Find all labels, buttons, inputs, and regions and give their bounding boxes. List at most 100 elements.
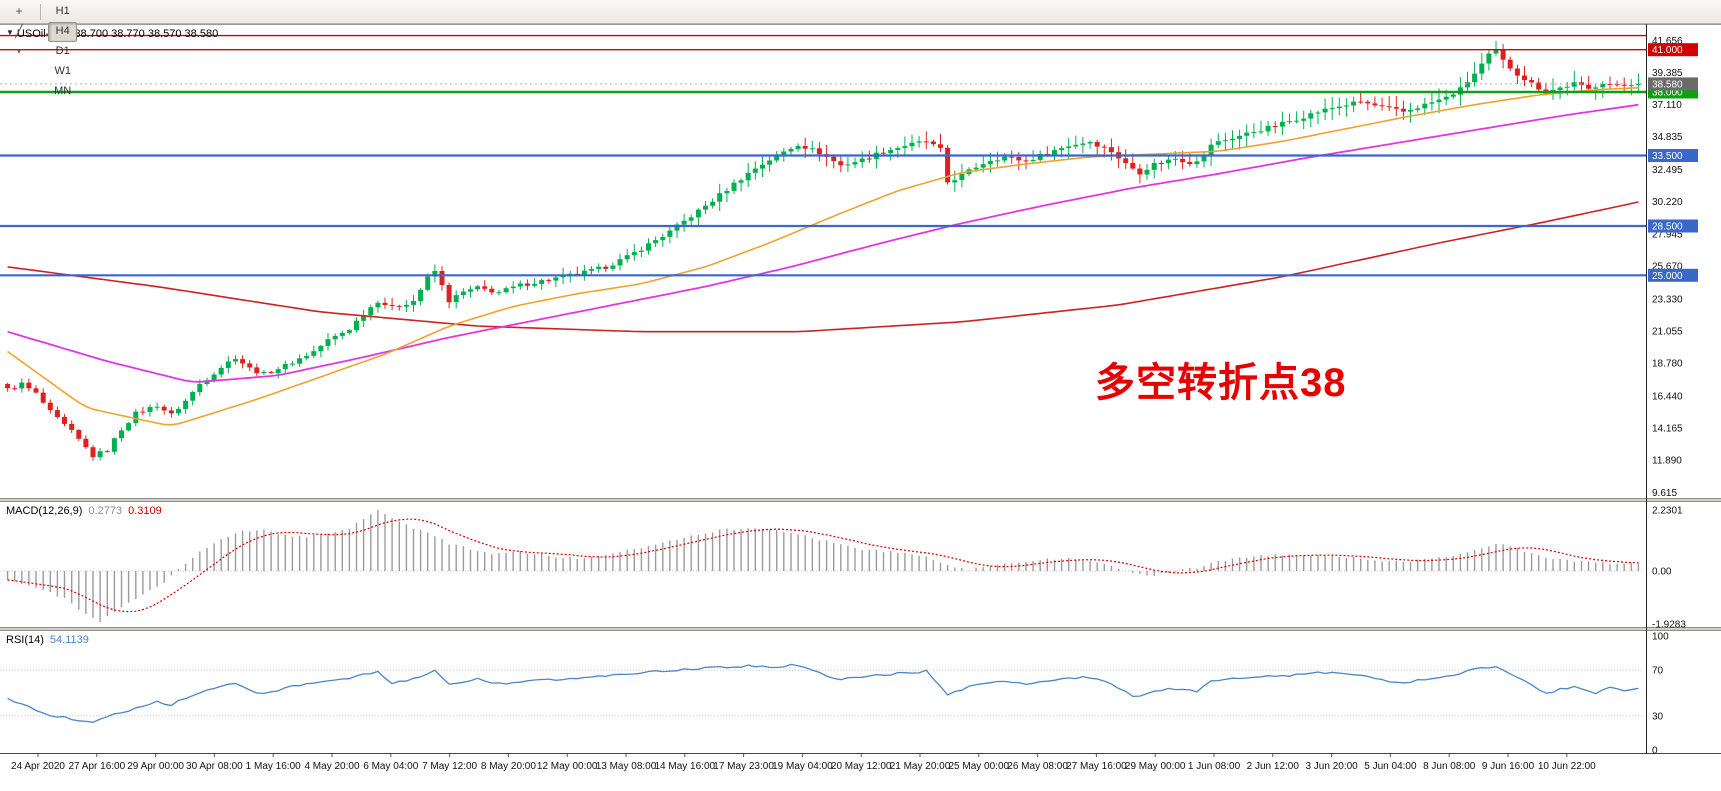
timeframe-button-d1[interactable]: D1 [55,44,70,57]
candle-body [1586,84,1592,89]
candle-body [952,180,958,183]
horizontal-line-objects[interactable] [0,34,1646,277]
time-axis[interactable]: 24 Apr 2020 27 Apr 16:00 29 Apr 00:00 30 Ap… [11,754,1596,772]
candle-body [1379,105,1385,107]
price-axis[interactable]: 41.656 39.385 37.110 34.835 32.495 30.220 27.9… [1648,36,1698,757]
candle-body [945,147,951,183]
time-axis-label: 1 Jun 08:00 [1188,761,1241,772]
candle-body [1507,59,1513,69]
candle-body [26,382,32,389]
candle-body [411,301,416,305]
price-axis-label: 41.656 [1652,36,1683,47]
candle-body [781,151,787,155]
hline-price-box-label: 33.500 [1652,151,1683,162]
candle-body [19,382,25,389]
time-axis-label: 7 May 12:00 [422,761,477,772]
candle-body [289,363,295,365]
candle-body [218,367,224,375]
candle-body [396,305,402,307]
price-axis-label: 37.110 [1652,100,1682,111]
candle-body [731,182,737,191]
candle-body [69,423,75,430]
candle-body [104,451,110,453]
chart-title: ▼ USOil-,H4 38.700 38.770 38.570 38.580 [6,28,218,40]
candle-body [12,388,18,390]
candle-body [254,367,260,374]
candle-body [1237,135,1243,139]
price-axis-label: 18.780 [1652,359,1683,370]
rsi-axis-label: 0 [1652,746,1658,757]
macd-axis-label: -1.9283 [1652,619,1686,630]
candle-body [1023,160,1029,162]
candle-body [695,209,701,218]
candle-body [1436,99,1442,103]
candle-body [795,146,801,149]
rsi-axis-label: 30 [1652,711,1664,722]
candle-body [1408,109,1413,112]
timeframe-button-mn[interactable]: MN [54,84,72,97]
candle-body [1429,102,1435,104]
candle-body [859,158,865,163]
chart-annotation-text[interactable]: 多空转折点38 [1095,361,1347,405]
candle-body [909,142,915,147]
candle-body [503,288,509,293]
candle-body [1094,142,1100,147]
candle-body [311,351,317,356]
price-axis-label: 25.670 [1652,261,1683,272]
timeframe-button-h1[interactable]: H1 [55,4,70,17]
candle-body [809,148,815,150]
candle-body [211,374,217,381]
candle-body [1329,108,1335,110]
candle-body [1614,84,1620,86]
time-axis-label: 1 May 16:00 [246,761,301,772]
macd-axis-label: 0.00 [1652,567,1672,578]
candle-body [631,252,637,256]
candle-body [752,168,758,173]
candle-body [403,304,409,307]
candle-body [1571,82,1577,87]
collapse-triangle-icon[interactable]: ▼ [6,28,14,37]
time-axis-label: 10 Jun 22:00 [1538,761,1596,772]
candle-body [866,158,872,160]
candle-body [774,154,780,161]
ma-slow-red-line [7,201,1639,333]
time-axis-label: 8 May 20:00 [481,761,536,772]
macd-signal-value: 0.3109 [128,505,162,517]
timeframe-button-w1[interactable]: W1 [54,64,71,77]
bid-price-box [1648,77,1698,91]
candle-body [33,388,39,393]
candle-body [916,141,922,143]
candle-body [489,288,495,293]
candle-body [546,280,552,282]
candle-body [482,286,488,289]
tools-dropdown-caret[interactable]: ▾ [16,45,22,56]
trendline-tool-button[interactable]: ╱ [15,23,23,38]
crosshair-tool-button[interactable]: + [15,3,23,18]
candle-body [1101,146,1107,148]
toolbar: ▦A+╱▾ M1M5M15M30H1H4D1W1MN [0,0,1721,97]
candle-body [133,411,139,424]
candle-body [703,205,708,210]
rsi-axis-label: 100 [1652,632,1669,643]
candle-body [688,217,694,221]
candle-body [1351,101,1357,106]
time-axis-label: 30 Apr 08:00 [186,761,243,772]
candle-body [1087,142,1093,144]
candle-body [176,409,181,414]
candle-body [1301,118,1307,121]
price-axis-label: 11.890 [1652,456,1682,467]
candle-body [973,167,979,170]
candle-body [1201,155,1207,162]
candle-body [646,243,651,251]
time-axis-label: 27 May 16:00 [1066,761,1127,772]
candle-body [1080,143,1086,145]
timeframe-button-h4[interactable]: H4 [48,21,78,42]
macd-signal-line [7,518,1639,613]
candle-body [1393,107,1399,109]
price-axis-label: 21.055 [1652,327,1683,338]
candle-body [1052,150,1057,155]
candle-body [439,271,445,285]
candle-body [1450,94,1456,97]
time-axis-label: 17 May 23:00 [713,761,774,772]
